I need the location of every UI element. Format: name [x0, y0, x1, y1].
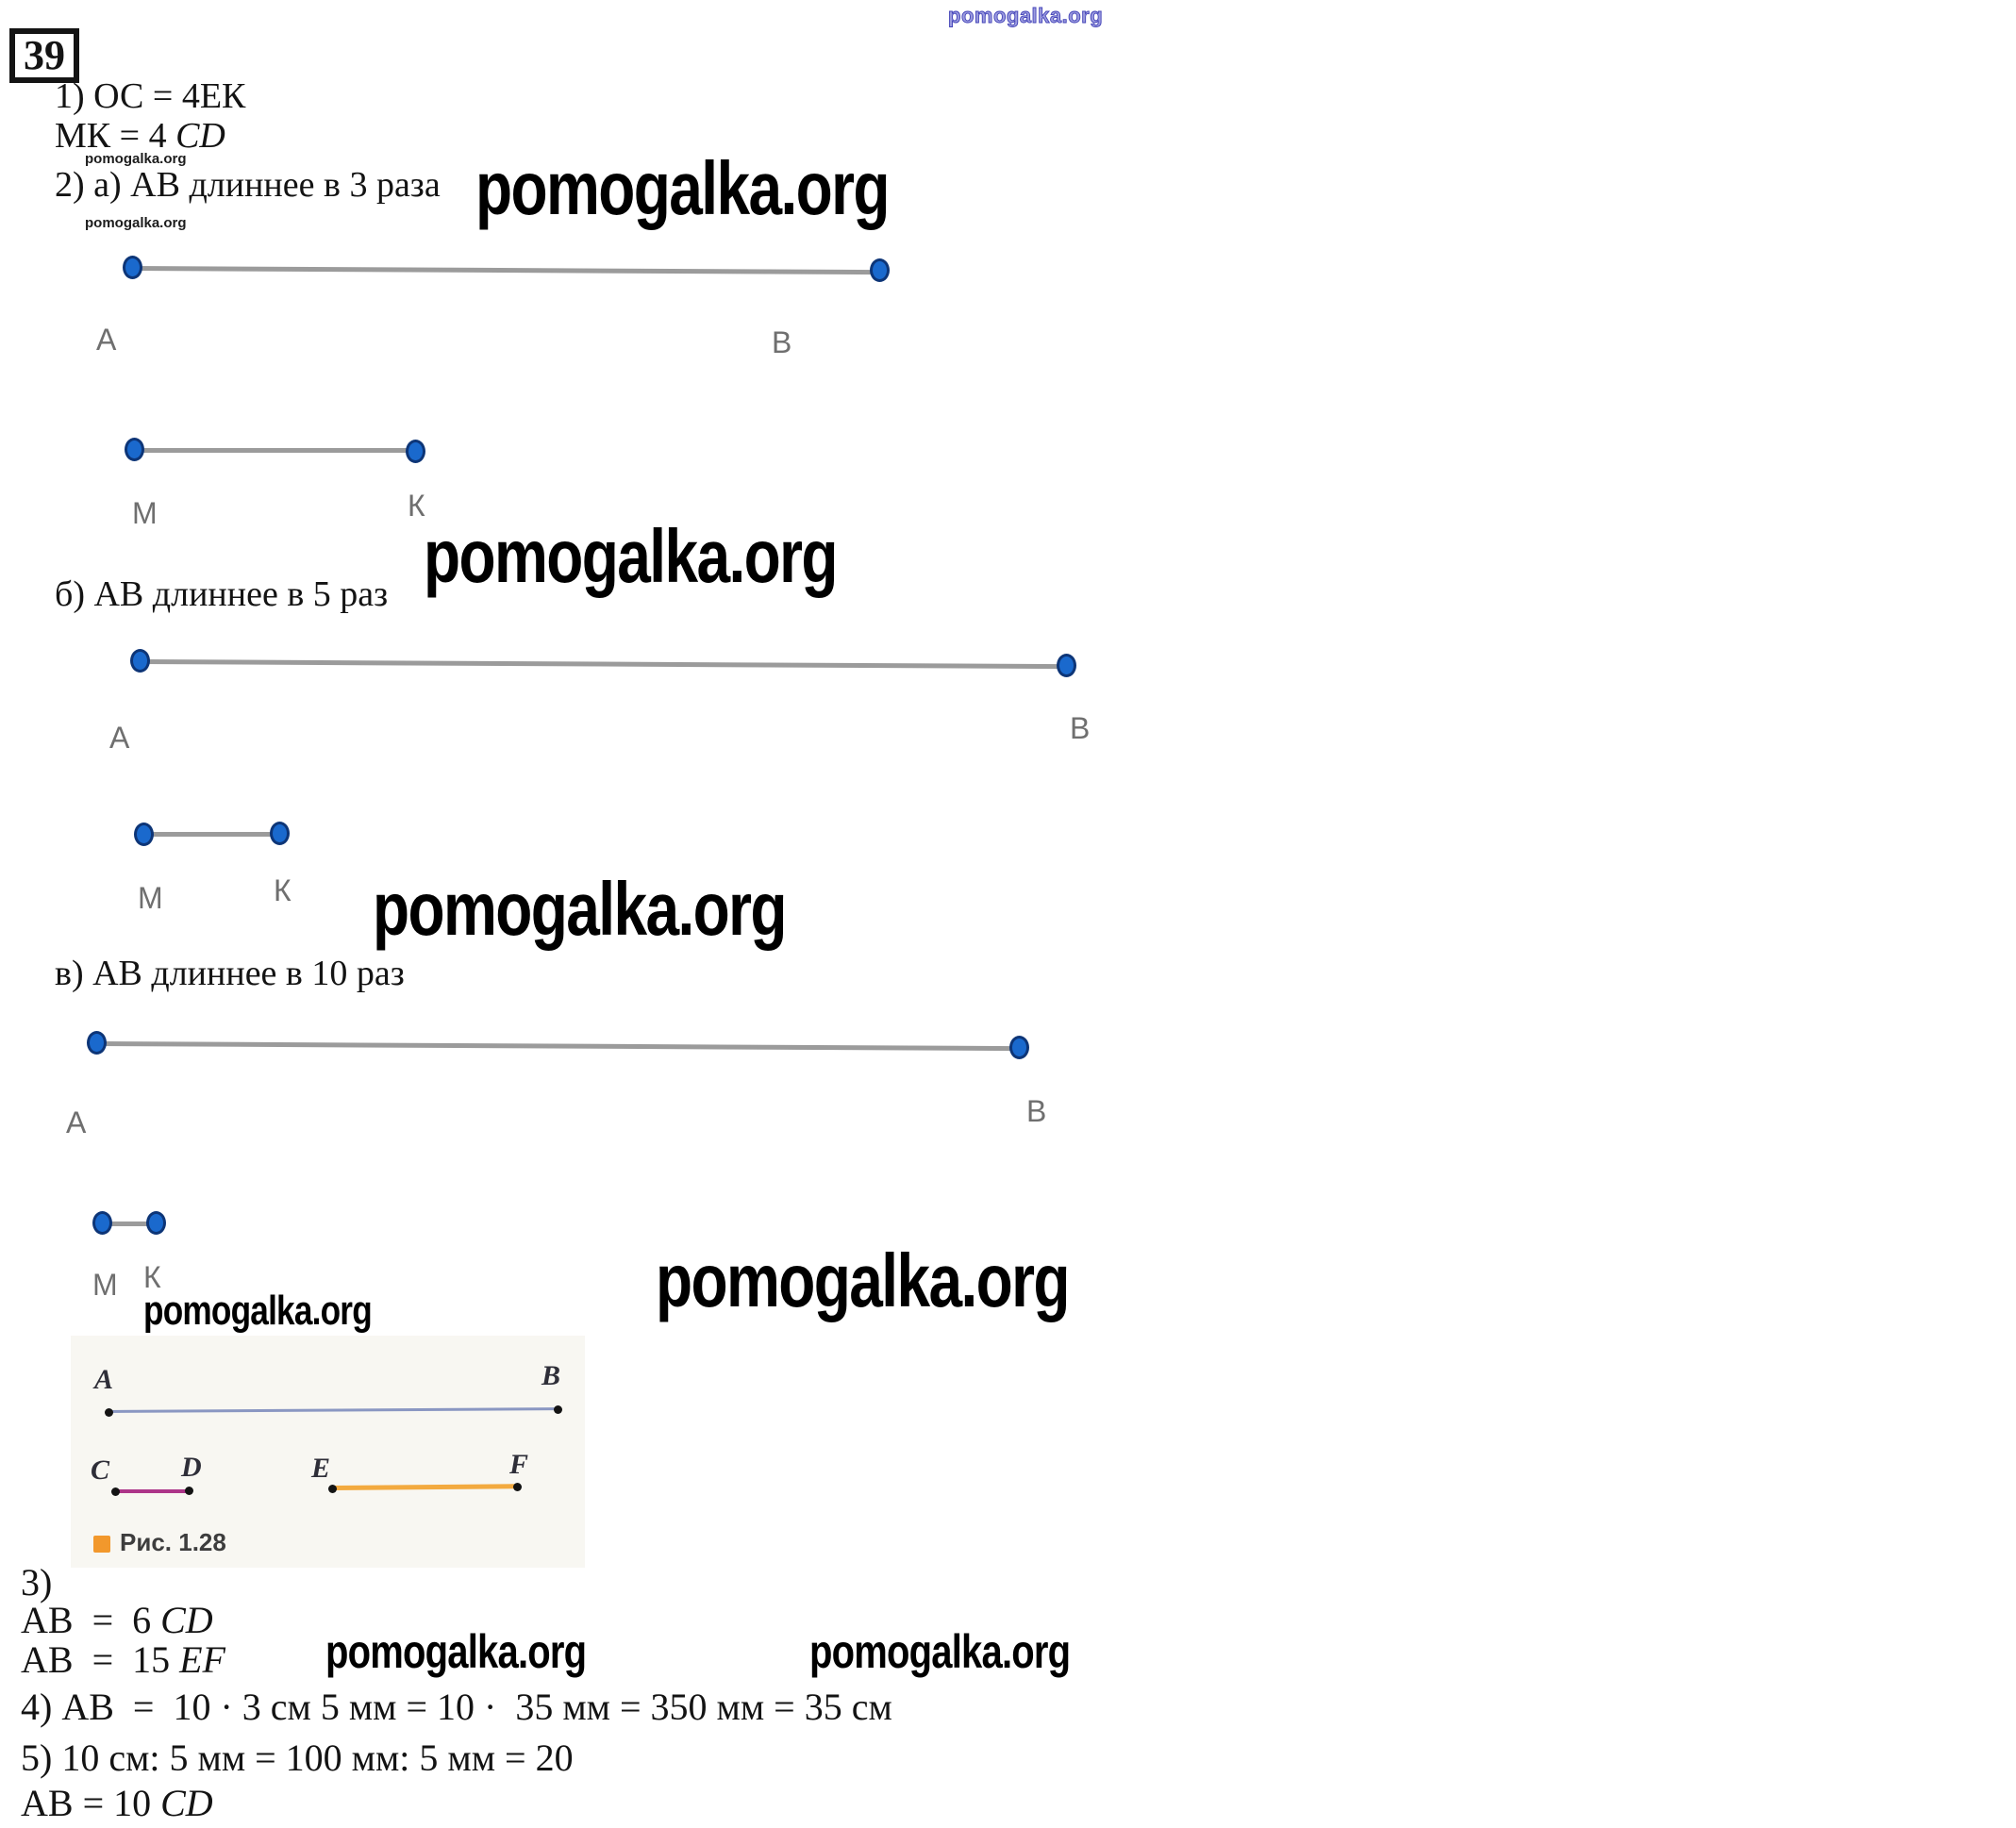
- watermark-medium-3: pomogalka.org: [809, 1625, 1071, 1678]
- figure-caption: Рис. 1.28: [120, 1528, 226, 1556]
- part-v-title: в) АВ длиннее в 10 раз: [55, 954, 405, 993]
- point-label-m: М: [132, 496, 158, 530]
- eq1-cd: CD: [160, 1599, 213, 1641]
- figure-dot: [185, 1487, 193, 1495]
- segment-line: [95, 1041, 1019, 1052]
- point-label-m: М: [92, 1268, 118, 1302]
- watermark-tiny-1: pomogalka.org: [85, 151, 187, 167]
- solution-line-5: 5) 10 см: 5 мм = 100 мм: 5 мм = 20: [21, 1737, 574, 1779]
- endpoint-dot-b: [1009, 1036, 1029, 1059]
- figure-caption-bullet: [93, 1536, 110, 1553]
- figure-label-e: E: [311, 1453, 331, 1484]
- endpoint-dot-k: [406, 440, 425, 463]
- solution-line-6: АВ = 10 CD: [21, 1783, 213, 1824]
- equation-ab-cd: АВ = 6 CD: [21, 1600, 213, 1641]
- watermark-medium-1: pomogalka.org: [143, 1288, 373, 1334]
- endpoint-dot-m: [92, 1211, 112, 1235]
- eq1-plain: АВ = 6: [21, 1599, 161, 1641]
- segment-line: [102, 1221, 156, 1226]
- part-a-title: 2) а) АВ длиннее в 3 раза: [55, 165, 441, 205]
- endpoint-dot-m: [125, 438, 144, 461]
- figure-segment-ef: [331, 1484, 518, 1490]
- figure-1-28: A B C D E F: [71, 1336, 585, 1568]
- figure-label-f: F: [509, 1449, 529, 1480]
- endpoint-dot-b: [1057, 654, 1076, 677]
- point-label-a: А: [66, 1105, 87, 1139]
- endpoint-dot-k: [146, 1211, 166, 1235]
- watermark-tiny-2: pomogalka.org: [85, 215, 187, 231]
- figure-segment-cd: [115, 1489, 189, 1493]
- line6-plain: АВ = 10: [21, 1782, 161, 1824]
- endpoint-dot-k: [270, 822, 290, 845]
- figure-label-b: B: [541, 1360, 561, 1391]
- equation-ab-ef: АВ = 15 EF: [21, 1639, 225, 1681]
- figure-label-c: C: [91, 1454, 110, 1486]
- line2-plain: МК = 4: [55, 116, 176, 156]
- figure-segment-ab: [108, 1407, 558, 1413]
- segment-line: [134, 448, 415, 453]
- point-label-m: М: [138, 881, 163, 915]
- point-label-b: В: [772, 325, 792, 359]
- point-label-b: В: [1070, 711, 1091, 745]
- watermark-large-2: pomogalka.org: [424, 514, 839, 598]
- point-label-a: А: [96, 323, 117, 357]
- solution-line-2: МК = 4 CD: [55, 116, 225, 157]
- point-label-b: В: [1026, 1094, 1047, 1128]
- solution-line-1: 1) ОС = 4ЕК: [55, 76, 246, 116]
- endpoint-dot-b: [870, 258, 890, 282]
- segment-line: [131, 266, 880, 275]
- endpoint-dot-m: [134, 823, 154, 846]
- figure-dot: [105, 1408, 113, 1417]
- figure-dot: [111, 1487, 120, 1496]
- figure-dot: [328, 1485, 337, 1493]
- figure-label-d: D: [181, 1452, 202, 1483]
- endpoint-dot-a: [123, 256, 142, 279]
- endpoint-dot-a: [130, 649, 150, 673]
- problem-number-box: 39: [9, 28, 79, 83]
- watermark-large-3: pomogalka.org: [373, 867, 788, 951]
- point-label-k: К: [143, 1260, 161, 1294]
- solution-line-4: 4) АВ = 10 · 3 см 5 мм = 10 · 35 мм = 35…: [21, 1686, 892, 1728]
- line2-cd: CD: [175, 116, 225, 156]
- watermark-medium-2: pomogalka.org: [325, 1625, 587, 1678]
- figure-dot: [554, 1405, 562, 1414]
- point-label-k: К: [408, 489, 425, 523]
- eq2-plain: АВ = 15: [21, 1638, 180, 1681]
- figure-dot: [513, 1483, 522, 1491]
- watermark-large-1: pomogalka.org: [475, 146, 891, 230]
- watermark-top: pomogalka.org: [948, 4, 1104, 28]
- watermark-large-4: pomogalka.org: [656, 1238, 1071, 1322]
- line6-cd: CD: [160, 1782, 213, 1824]
- eq2-ef: EF: [179, 1638, 225, 1681]
- segment-line: [139, 659, 1066, 670]
- point-label-k: К: [274, 873, 292, 907]
- segment-line: [143, 832, 279, 837]
- endpoint-dot-a: [87, 1031, 107, 1055]
- point-label-a: А: [109, 721, 130, 755]
- figure-label-a: A: [94, 1364, 114, 1395]
- part-3-number: 3): [21, 1561, 53, 1604]
- part-b-title: б) АВ длиннее в 5 раз: [55, 574, 389, 614]
- problem-number: 39: [24, 32, 65, 78]
